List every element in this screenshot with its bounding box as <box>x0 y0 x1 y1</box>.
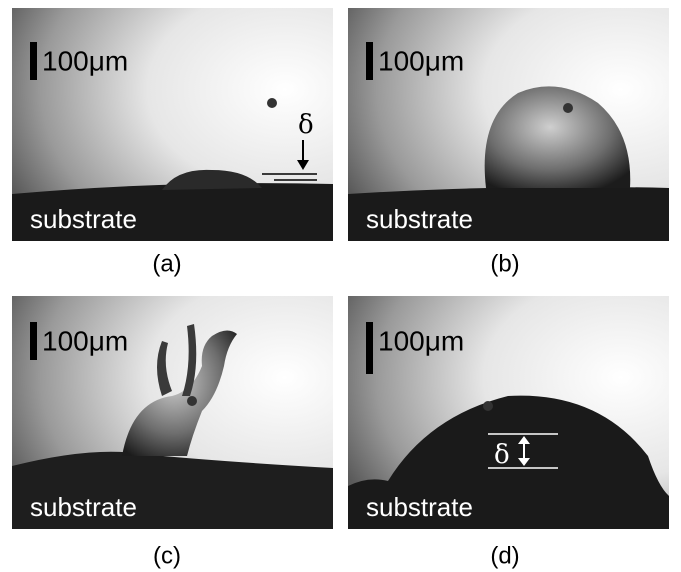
scale-label: 100μm <box>378 45 464 76</box>
panel: 100μm substrate δ <box>12 8 333 241</box>
substrate-label: substrate <box>366 492 473 522</box>
panel-caption: (c) <box>153 542 181 569</box>
panel-caption: (d) <box>490 542 519 569</box>
substrate-label: substrate <box>30 204 137 234</box>
panel: 100μm substrate δ <box>348 296 669 529</box>
figure: 100μm substrate δ (a) 100μm substrate (b) 100μm… <box>0 0 681 572</box>
scale-bar <box>30 322 37 360</box>
particle <box>563 103 573 113</box>
scale-label: 100μm <box>378 325 464 356</box>
scale-label: 100μm <box>42 325 128 356</box>
particle <box>483 401 493 411</box>
panel: 100μm substrate <box>12 296 333 529</box>
particle <box>267 98 277 108</box>
scale-bar <box>30 42 37 80</box>
scale-bar <box>366 322 373 374</box>
scale-label: 100μm <box>42 45 128 76</box>
substrate-label: substrate <box>366 204 473 234</box>
panel-caption: (b) <box>490 250 519 277</box>
scale-bar <box>366 42 373 80</box>
delta-label: δ <box>494 440 510 470</box>
particle <box>187 396 197 406</box>
panel: 100μm substrate <box>348 8 669 241</box>
panel-caption: (a) <box>152 250 181 277</box>
delta-label: δ <box>298 110 314 140</box>
substrate-label: substrate <box>30 492 137 522</box>
